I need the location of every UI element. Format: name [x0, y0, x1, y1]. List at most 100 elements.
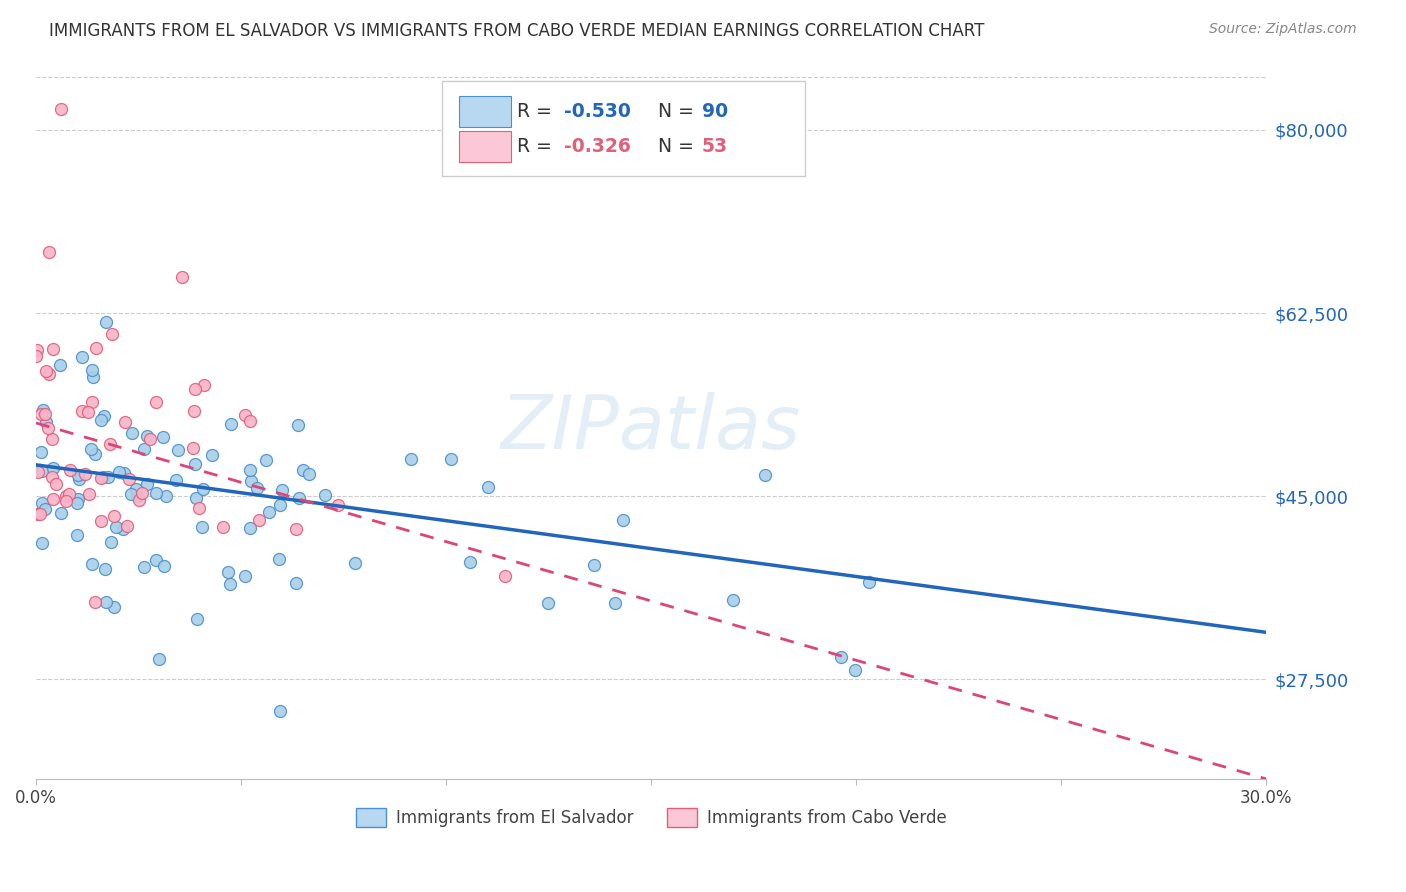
Point: [90, 514, 112, 528]
Point: [80, 363, 103, 377]
Point: [67, 471, 90, 485]
Point: [219, 417, 242, 431]
Text: ZIPatlas: ZIPatlas: [501, 392, 801, 464]
Point: [108, 465, 131, 479]
Point: [153, 559, 176, 574]
Point: [25, 349, 48, 363]
Point: [269, 704, 291, 718]
Point: [31, 496, 53, 510]
Point: [38, 244, 60, 259]
Point: [858, 574, 880, 589]
Point: [90, 471, 112, 485]
Point: [41, 470, 63, 484]
Point: [42, 342, 65, 356]
Point: [90, 413, 112, 427]
Point: [288, 491, 311, 506]
Point: [186, 612, 208, 626]
Point: [165, 473, 187, 487]
Point: [254, 453, 277, 467]
Text: R =: R =: [517, 102, 558, 120]
Point: [754, 468, 776, 483]
Point: [67, 468, 90, 483]
Text: 53: 53: [702, 136, 728, 156]
Text: -0.326: -0.326: [564, 136, 631, 156]
Point: [314, 488, 336, 502]
Point: [136, 428, 159, 442]
Point: [139, 432, 162, 446]
Point: [25, 343, 48, 358]
Point: [120, 487, 142, 501]
Point: [494, 569, 516, 583]
Point: [41, 461, 63, 475]
Point: [131, 486, 153, 500]
Point: [186, 491, 208, 506]
Point: [267, 552, 290, 566]
Point: [104, 519, 127, 533]
Point: [41, 492, 63, 507]
Point: [94, 595, 117, 609]
Point: [298, 467, 321, 481]
Point: [187, 500, 209, 515]
Point: [28, 507, 51, 521]
Point: [844, 663, 866, 677]
Text: 90: 90: [702, 102, 728, 120]
Point: [55, 494, 77, 508]
Point: [112, 522, 135, 536]
Point: [80, 442, 103, 456]
Point: [83, 595, 105, 609]
Point: [98, 437, 121, 451]
Text: R =: R =: [517, 136, 558, 156]
Point: [285, 522, 308, 536]
Point: [537, 596, 560, 610]
Point: [73, 467, 96, 482]
Point: [27, 465, 49, 479]
Point: [135, 477, 157, 491]
Point: [285, 576, 308, 591]
Point: [233, 408, 256, 422]
Point: [82, 370, 104, 384]
Text: Source: ZipAtlas.com: Source: ZipAtlas.com: [1209, 22, 1357, 37]
Point: [103, 600, 125, 615]
FancyBboxPatch shape: [460, 131, 510, 161]
Point: [271, 483, 294, 498]
Point: [145, 485, 167, 500]
Point: [132, 442, 155, 457]
Point: [145, 553, 167, 567]
Point: [193, 378, 215, 392]
Point: [66, 491, 89, 506]
Point: [440, 452, 463, 467]
Point: [112, 466, 135, 480]
Point: [612, 513, 634, 527]
Point: [249, 513, 271, 527]
Point: [93, 409, 115, 424]
Point: [184, 457, 207, 471]
Point: [326, 498, 349, 512]
Point: [118, 472, 141, 486]
Point: [30, 445, 52, 459]
Point: [115, 519, 138, 533]
Point: [45, 477, 67, 491]
Point: [583, 558, 606, 572]
Point: [201, 448, 224, 462]
Point: [246, 481, 269, 495]
Point: [30, 408, 52, 422]
Point: [70, 350, 93, 364]
Point: [477, 480, 499, 494]
Point: [31, 536, 53, 550]
Point: [84, 447, 107, 461]
Point: [91, 470, 114, 484]
Point: [152, 430, 174, 444]
Point: [25, 507, 48, 521]
Point: [66, 528, 89, 542]
Point: [292, 463, 315, 477]
Point: [34, 407, 56, 421]
Point: [145, 395, 167, 409]
Point: [100, 327, 122, 342]
Point: [84, 342, 107, 356]
Point: [66, 496, 89, 510]
Legend: Immigrants from El Salvador, Immigrants from Cabo Verde: Immigrants from El Salvador, Immigrants …: [349, 801, 953, 834]
Point: [287, 417, 309, 432]
Point: [217, 566, 239, 580]
Point: [97, 470, 120, 484]
Point: [240, 474, 263, 488]
